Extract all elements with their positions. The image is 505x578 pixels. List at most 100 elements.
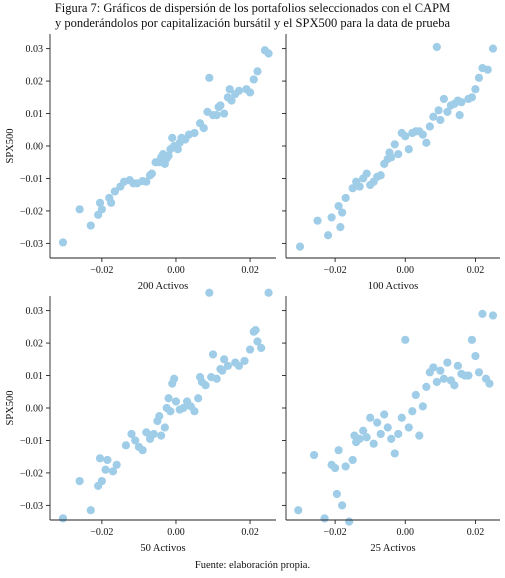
- data-point: [205, 288, 214, 297]
- caption-line-2: y ponderándolos por capitalización bursá…: [0, 16, 505, 31]
- data-point: [225, 85, 234, 94]
- data-point: [147, 169, 156, 178]
- data-point: [190, 407, 199, 416]
- data-point: [294, 506, 303, 515]
- caption-line-2-text: y ponderándolos por capitalización bursá…: [54, 16, 296, 30]
- data-point: [471, 351, 480, 361]
- data-point: [474, 368, 484, 377]
- data-point: [324, 231, 333, 240]
- y-tick-label: −0.03: [20, 239, 43, 250]
- data-point: [373, 418, 382, 427]
- data-point: [348, 455, 357, 465]
- data-point: [443, 358, 452, 367]
- data-point: [108, 467, 118, 476]
- data-point: [173, 145, 182, 154]
- data-point: [234, 361, 244, 370]
- data-point: [257, 343, 266, 353]
- y-tick-label: 0.03: [26, 306, 44, 317]
- data-point: [332, 489, 341, 499]
- data-point: [295, 242, 305, 251]
- y-axis-title: SPX500: [5, 390, 16, 425]
- x-axis-title: 100 Activos: [368, 281, 418, 292]
- x-axis-title: 25 Activos: [370, 543, 415, 554]
- data-point: [194, 394, 203, 403]
- data-point: [264, 288, 273, 297]
- data-point: [467, 335, 477, 344]
- caption-line-2-end: para la data de prueba: [337, 16, 451, 30]
- x-tick-label: −0.02: [90, 265, 113, 276]
- caption-line-1-text: Figura 7: Gráficos de dispersión de los …: [54, 1, 415, 15]
- x-tick-label: 0.02: [241, 527, 259, 538]
- data-point: [429, 112, 438, 121]
- data-point: [121, 441, 131, 450]
- data-point: [234, 86, 244, 95]
- data-point: [488, 44, 498, 53]
- data-point: [457, 98, 466, 107]
- data-point: [338, 501, 347, 510]
- caption-line-1: Figura 7: Gráficos de dispersión de los …: [0, 1, 505, 16]
- data-point: [387, 434, 396, 443]
- data-point: [432, 42, 441, 52]
- data-point: [110, 187, 119, 196]
- data-point: [320, 514, 329, 523]
- data-point: [155, 412, 164, 421]
- data-point: [245, 345, 255, 354]
- x-tick-label: −0.02: [90, 527, 113, 538]
- data-point: [331, 463, 340, 473]
- data-point: [220, 355, 229, 364]
- data-point: [474, 73, 484, 82]
- data-point: [86, 221, 95, 230]
- caption-capm: CAPM: [414, 1, 451, 15]
- data-point: [390, 449, 399, 458]
- data-point: [327, 213, 336, 222]
- data-point: [212, 111, 221, 120]
- data-point: [127, 429, 136, 439]
- data-point: [471, 85, 480, 94]
- data-point: [341, 462, 350, 471]
- x-tick-label: 0.00: [167, 265, 185, 276]
- data-point: [95, 454, 105, 463]
- data-point: [334, 446, 343, 455]
- y-tick-label: 0.02: [26, 77, 44, 88]
- y-tick-label: 0.02: [26, 339, 44, 350]
- data-point: [164, 394, 173, 403]
- data-point: [107, 198, 116, 207]
- data-point: [97, 205, 106, 214]
- data-point: [401, 132, 410, 141]
- data-point: [436, 115, 445, 125]
- data-point: [348, 184, 357, 193]
- data-point: [418, 130, 427, 139]
- y-tick-label: −0.02: [20, 468, 43, 479]
- data-point: [142, 428, 151, 437]
- y-tick-label: 0.01: [26, 109, 44, 120]
- data-point: [171, 397, 181, 406]
- data-point: [345, 517, 354, 526]
- data-point: [397, 413, 406, 422]
- data-point: [408, 407, 417, 416]
- data-point: [253, 67, 262, 76]
- data-point: [478, 309, 487, 318]
- source-note: Fuente: elaboración propia.: [194, 560, 311, 571]
- data-point: [103, 455, 112, 465]
- data-point: [453, 361, 462, 370]
- y-tick-label: −0.01: [20, 174, 43, 185]
- x-tick-label: −0.02: [324, 265, 347, 276]
- x-tick-label: 0.02: [241, 265, 259, 276]
- data-point: [425, 122, 434, 131]
- data-point: [369, 439, 378, 448]
- y-axis-title: SPX500: [5, 128, 16, 163]
- data-point: [58, 514, 68, 523]
- data-point: [334, 201, 343, 211]
- data-point: [422, 382, 431, 391]
- figure-caption: Figura 7: Gráficos de dispersión de los …: [0, 1, 505, 31]
- data-point: [429, 363, 438, 372]
- data-point: [157, 431, 166, 440]
- data-point: [75, 476, 84, 486]
- data-point: [439, 94, 448, 104]
- y-tick-label: 0.01: [26, 371, 44, 382]
- data-point: [436, 366, 445, 375]
- data-point: [376, 171, 385, 180]
- data-point: [75, 205, 84, 214]
- data-point: [138, 446, 147, 455]
- data-point: [338, 208, 347, 217]
